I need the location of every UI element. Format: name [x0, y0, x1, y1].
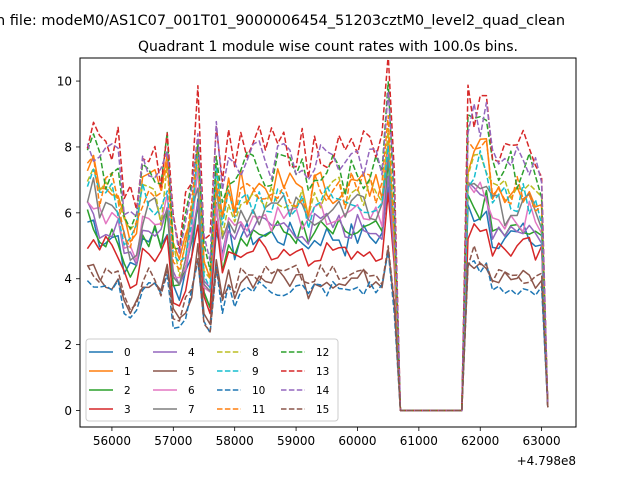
legend-label-5: 5 — [188, 366, 195, 378]
legend-label-9: 9 — [252, 366, 259, 378]
series-line-0 — [87, 186, 549, 412]
x-tick-label: 57000 — [154, 434, 192, 448]
y-tick-label: 0 — [64, 404, 72, 418]
legend-label-0: 0 — [124, 347, 131, 359]
legend-label-6: 6 — [188, 385, 195, 397]
series-line-15 — [86, 244, 549, 412]
x-tick-label: 62000 — [461, 434, 499, 448]
series-line-14 — [86, 90, 549, 412]
legend-label-14: 14 — [316, 385, 330, 397]
x-offset-label: +4.798e8 — [517, 454, 576, 468]
figure-suptitle: n file: modeM0/AS1C07_001T01_9000006454_… — [0, 13, 565, 29]
series-line-11 — [86, 114, 549, 412]
series-line-13 — [86, 58, 549, 412]
y-tick-label: 8 — [64, 140, 72, 154]
y-axis: 0 2 4 6 8 10 — [57, 75, 80, 418]
legend-label-10: 10 — [252, 385, 265, 397]
legend-label-7: 7 — [188, 404, 195, 416]
x-tick-label: 63000 — [523, 434, 561, 448]
y-tick-label: 10 — [57, 75, 72, 89]
legend-label-1: 1 — [124, 366, 131, 378]
x-tick-label: 58000 — [216, 434, 254, 448]
plot-frame — [79, 57, 577, 428]
chart-title: Quadrant 1 module wise count rates with … — [138, 39, 518, 55]
legend-frame — [85, 338, 339, 422]
series-line-7 — [86, 157, 549, 412]
legend-label-2: 2 — [124, 385, 131, 397]
legend-label-13: 13 — [316, 366, 329, 378]
series-line-1 — [86, 137, 549, 412]
legend-label-4: 4 — [188, 347, 195, 359]
series-line-8 — [86, 127, 549, 412]
y-tick-label: 4 — [64, 272, 72, 286]
series-line-2 — [86, 160, 549, 412]
x-tick-label: 61000 — [400, 434, 438, 448]
series-line-10 — [86, 250, 549, 412]
legend-label-12: 12 — [316, 347, 329, 359]
legend-label-15: 15 — [316, 404, 329, 416]
series-line-5 — [87, 242, 549, 412]
x-axis: 56000 57000 58000 59000 60000 61000 62000 63000 — [93, 427, 561, 448]
x-tick-label: 60000 — [338, 434, 376, 448]
x-tick-label: 59000 — [277, 434, 315, 448]
legend-label-8: 8 — [252, 347, 259, 359]
x-tick-label: 56000 — [93, 434, 131, 448]
legend-label-3: 3 — [124, 404, 131, 416]
series-line-3 — [86, 192, 549, 412]
series-line-9 — [86, 144, 549, 412]
legend-label-11: 11 — [252, 404, 265, 416]
y-tick-label: 6 — [64, 206, 72, 220]
y-tick-label: 2 — [64, 338, 72, 352]
series-layer — [86, 58, 549, 412]
